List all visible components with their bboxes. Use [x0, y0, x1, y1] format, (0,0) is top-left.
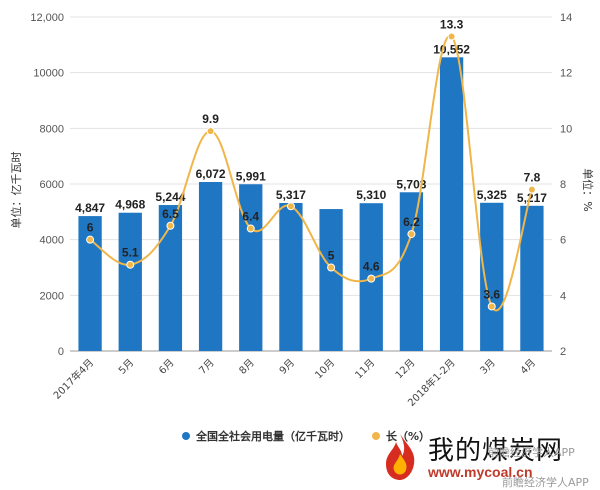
line-value-label: 6.5 — [162, 207, 179, 221]
legend-bar-label: 全国全社会用电量（亿千瓦时） — [196, 430, 350, 443]
line-point — [367, 274, 376, 283]
grid-lines — [70, 16, 552, 352]
line-value-label: 4.6 — [363, 260, 380, 274]
line-point — [206, 127, 215, 136]
line-point — [166, 221, 175, 230]
legend-line-label: 长（%） — [386, 430, 431, 443]
line-value-label: 5 — [328, 249, 335, 263]
y-right-tick-label: 4 — [560, 290, 566, 302]
brand-name: 我的煤炭网 — [428, 436, 564, 466]
y-right-ticks: 2 4 6 8 10 12 14 — [560, 12, 572, 358]
x-tick-label: 6月 — [156, 357, 176, 377]
bar-value-label: 4,968 — [115, 198, 145, 212]
bar — [480, 202, 504, 351]
line-value-label: 7.8 — [524, 171, 541, 185]
flame-icon — [386, 434, 415, 480]
line-point — [126, 260, 135, 269]
x-tick-label: 12月 — [393, 357, 418, 382]
bar-value-label: 6,072 — [196, 167, 226, 181]
x-tick-label: 8月 — [237, 357, 257, 377]
x-tick-label: 5月 — [116, 357, 136, 377]
y-left-axis-title: 单位：亿千瓦时 — [9, 152, 23, 229]
y-left-tick-label: 12,000 — [30, 12, 64, 24]
line-point — [527, 185, 536, 194]
line-value-label: 5.1 — [122, 246, 139, 260]
line-point — [286, 202, 295, 211]
bar-value-label: 4,847 — [75, 201, 105, 215]
y-left-tick-label: 0 — [58, 346, 64, 358]
app-watermark-2: 前瞻经济学人APP — [502, 476, 589, 489]
bar-series: 4,847 4,968 5,244 6,072 5,991 5,317 5,310 5,703… — [75, 42, 547, 351]
line-value-label: 3.6 — [483, 287, 500, 301]
line-path — [89, 35, 533, 312]
bar — [239, 184, 263, 351]
x-tick-label: 7月 — [197, 357, 217, 377]
bar-value-label: 5,244 — [155, 190, 185, 204]
x-tick-label: 9月 — [277, 357, 297, 377]
brand-logo: 我的煤炭网 www.mycoal.cn 前瞻经济学人APP 前瞻经济学人APP — [368, 430, 600, 490]
y-left-ticks: 0 2000 4000 6000 8000 10000 12,000 — [30, 12, 64, 358]
x-tick-label: 2017年4月 — [50, 356, 96, 402]
brand-url: www.mycoal.cn — [428, 464, 533, 480]
chart-svg: 单位：亿千瓦时 单位：% 0 2000 4000 6000 8000 10000 12,00… — [9, 12, 595, 409]
bar-value-label: 5,217 — [517, 191, 547, 205]
x-tick-label: 11月 — [353, 357, 378, 382]
y-left-tick-label: 8000 — [40, 123, 64, 135]
bar — [520, 205, 544, 351]
x-tick-label: 4月 — [518, 357, 538, 377]
legend-bar-marker — [182, 432, 190, 440]
y-right-axis-title: 单位：% — [581, 168, 595, 211]
bar — [118, 212, 142, 351]
app-watermark-1: 前瞻经济学人APP — [488, 446, 575, 459]
line-value-label: 6 — [87, 221, 94, 235]
bar — [78, 216, 102, 351]
legend-item-bar: 全国全社会用电量（亿千瓦时） — [182, 428, 350, 444]
x-tick-label: 3月 — [478, 357, 498, 377]
legend: 全国全社会用电量（亿千瓦时） 长（%） — [0, 428, 600, 448]
bar-value-label: 10,552 — [433, 42, 470, 56]
bar-value-label: 5,991 — [236, 169, 266, 183]
y-left-tick-label: 6000 — [40, 179, 64, 191]
bar — [198, 181, 223, 351]
line-point — [327, 263, 336, 272]
line-point — [246, 224, 255, 233]
line-point — [407, 230, 416, 239]
bar — [439, 57, 464, 351]
bar — [399, 192, 424, 351]
bar — [279, 203, 303, 351]
bar-value-label: 5,317 — [276, 188, 306, 202]
bar-value-label: 5,310 — [356, 188, 386, 202]
y-right-tick-label: 8 — [560, 179, 566, 191]
y-right-tick-label: 14 — [560, 12, 572, 24]
line-point — [86, 235, 95, 244]
bar — [319, 209, 343, 351]
bar-value-label: 5,703 — [396, 177, 426, 191]
line-point — [447, 32, 456, 41]
line-value-label: 6.2 — [403, 215, 420, 229]
bar-value-label: 5,325 — [477, 188, 507, 202]
y-left-tick-label: 10000 — [33, 68, 64, 80]
y-right-tick-label: 10 — [560, 123, 572, 135]
line-value-label: 13.3 — [440, 17, 464, 31]
legend-item-line: 长（%） — [372, 428, 430, 444]
y-right-tick-label: 12 — [560, 68, 572, 80]
line-series: 6 5.1 6.5 9.9 6.4 5 4.6 6.2 13.3 3.6 7.8 — [86, 17, 541, 312]
y-right-tick-label: 6 — [560, 235, 566, 247]
y-left-tick-label: 4000 — [40, 235, 64, 247]
x-tick-label: 10月 — [313, 357, 338, 382]
bar — [158, 205, 183, 351]
y-right-tick-label: 2 — [560, 346, 566, 358]
legend-line-marker — [372, 432, 380, 440]
line-value-label: 6.4 — [242, 210, 259, 224]
line-value-label: 9.9 — [202, 112, 219, 126]
line-point — [487, 302, 496, 311]
y-left-tick-label: 2000 — [40, 290, 64, 302]
